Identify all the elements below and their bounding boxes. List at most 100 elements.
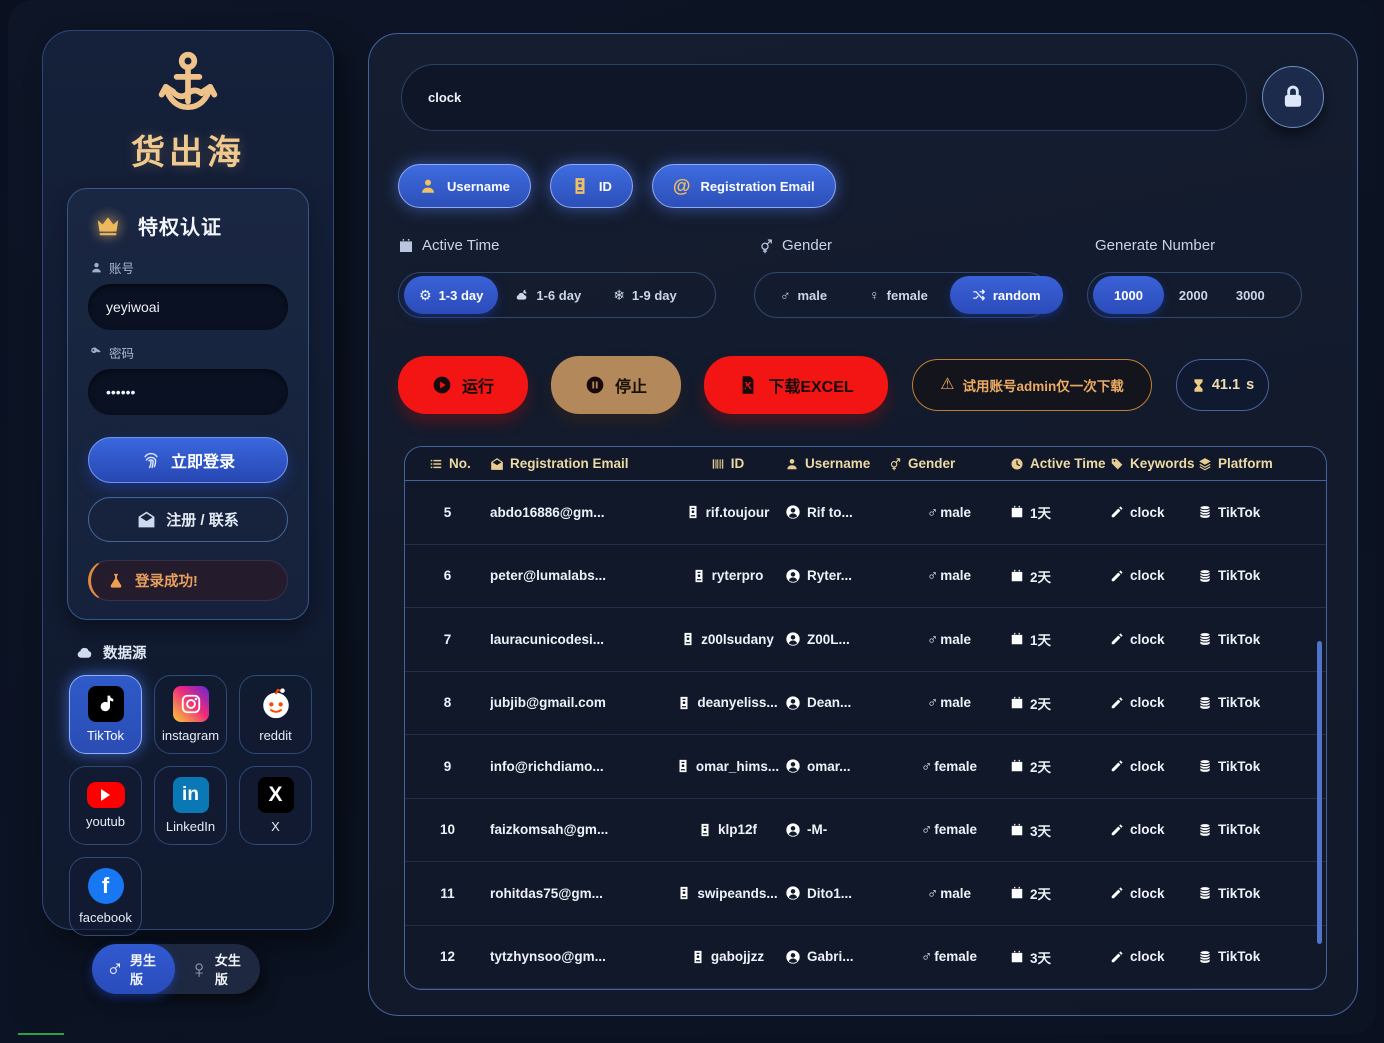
table-row[interactable]: 9 info@richdiamo... omar_hims... omar...… <box>405 735 1326 799</box>
id-badge-icon <box>698 823 712 837</box>
id-badge-icon <box>681 632 695 646</box>
user-icon <box>90 261 103 274</box>
datasource-facebook[interactable]: f facebook <box>69 857 142 936</box>
male-icon: ♂ <box>926 568 939 584</box>
option-female[interactable]: ♀ female <box>869 287 928 303</box>
database-icon <box>1198 569 1212 583</box>
datasource-youtube[interactable]: youtub <box>69 766 142 845</box>
calendar-icon <box>1010 823 1024 837</box>
pause-icon <box>585 375 605 395</box>
pencil-icon <box>1110 759 1124 773</box>
option-1-9-day[interactable]: ❄ 1-9 day <box>613 286 677 303</box>
table-row[interactable]: 10 faizkomsah@gm... klp12f -M- ♂ female 3… <box>405 799 1326 862</box>
pencil-icon <box>1110 950 1124 964</box>
user-avatar-icon <box>785 949 801 965</box>
lock-button[interactable] <box>1262 66 1324 128</box>
account-input[interactable] <box>88 284 288 330</box>
login-status-badge: 登录成功! <box>88 560 288 601</box>
login-button[interactable]: 立即登录 <box>88 437 288 483</box>
tiktok-icon <box>87 686 124 722</box>
option-2000[interactable]: 2000 <box>1178 287 1208 303</box>
option-random[interactable]: random <box>949 276 1063 314</box>
version-toggle: ♂ 男生版 ♀ 女生版 <box>92 944 260 994</box>
app-frame: 货出海 特权认证 账号 密码 立即登录 注册 / 联系 <box>8 0 1376 1035</box>
sidebar: 货出海 特权认证 账号 密码 立即登录 注册 / 联系 <box>42 30 334 936</box>
male-icon: ♂ <box>926 885 939 901</box>
id-badge-icon <box>571 177 589 195</box>
generate-number-label: Generate Number <box>1095 237 1216 254</box>
pencil-icon <box>1110 505 1124 519</box>
filter-username-button[interactable]: Username <box>398 164 531 208</box>
password-input[interactable] <box>88 369 288 415</box>
run-button[interactable]: 运行 <box>398 356 528 414</box>
x-icon: X <box>257 777 294 813</box>
calendar-icon <box>1010 569 1024 583</box>
results-table: No. Registration Email ID Username Gende… <box>404 446 1327 990</box>
table-row[interactable]: 7 lauracunicodesi... z00lsudany Z00L... … <box>405 608 1326 672</box>
filter-registration-email-button[interactable]: @ Registration Email <box>651 164 836 208</box>
table-row[interactable]: 12 tytzhynsoo@gm... gabojjzz Gabri... ♂ f… <box>405 926 1326 989</box>
female-icon: ♀ <box>869 287 880 303</box>
barcode-icon <box>711 457 725 471</box>
datasource-grid: TikTok instagram reddit youtub in Linked… <box>69 675 333 936</box>
user-avatar-icon <box>785 885 801 901</box>
cloud-moon-icon <box>515 288 529 302</box>
database-icon <box>1198 696 1212 710</box>
datasource-tiktok[interactable]: TikTok <box>69 675 142 754</box>
id-badge-icon <box>676 759 690 773</box>
keyword-search-input[interactable] <box>401 64 1247 131</box>
datasource-label: 数据源 <box>75 642 333 663</box>
calendar-icon <box>1010 759 1024 773</box>
table-row[interactable]: 11 rohitdas75@gm... swipeands... Dito1..… <box>405 862 1326 926</box>
table-row[interactable]: 6 peter@lumalabs... ryterpro Ryter... ♂ m… <box>405 545 1326 608</box>
datasource-x[interactable]: X X <box>239 766 312 845</box>
app-logo: 货出海 <box>43 31 333 174</box>
user-avatar-icon <box>785 695 801 711</box>
register-contact-button[interactable]: 注册 / 联系 <box>88 497 288 542</box>
envelope-icon <box>490 457 504 471</box>
tag-icon <box>1110 457 1124 471</box>
timer-badge: 41.1 s <box>1176 359 1269 411</box>
trial-notice: ⚠ 试用账号admin仅一次下载 <box>912 359 1152 411</box>
id-badge-icon <box>677 696 691 710</box>
option-1-6-day[interactable]: 1-6 day <box>500 276 596 314</box>
pencil-icon <box>1110 632 1124 646</box>
male-icon: ♂ <box>920 822 933 838</box>
gender-options: ♂ male ♀ female random <box>754 272 1063 318</box>
stop-button[interactable]: 停止 <box>551 356 681 414</box>
taskbar-sliver <box>18 1033 64 1035</box>
datasource-instagram[interactable]: instagram <box>154 675 227 754</box>
user-avatar-icon <box>785 631 801 647</box>
filter-id-button[interactable]: ID <box>549 164 633 208</box>
fingerprint-icon <box>141 450 161 470</box>
table-row[interactable]: 8 jubjib@gmail.com deanyeliss... Dean...… <box>405 672 1326 735</box>
user-avatar-icon <box>785 758 801 774</box>
account-label: 账号 <box>90 258 288 277</box>
excel-file-icon <box>738 375 758 395</box>
cloud-icon <box>75 645 94 660</box>
youtube-icon <box>86 782 125 808</box>
male-version-button[interactable]: ♂ 男生版 <box>92 944 176 994</box>
option-1000[interactable]: 1000 <box>1093 276 1164 314</box>
hourglass-icon <box>1191 378 1206 393</box>
active-time-label: Active Time <box>398 237 500 254</box>
gender-icon <box>758 238 774 254</box>
option-male[interactable]: ♂ male <box>780 287 828 303</box>
gear-icon: ⚙ <box>419 286 432 303</box>
download-excel-button[interactable]: 下载EXCEL <box>704 356 888 414</box>
table-row[interactable]: 5 abdo16886@gm... rif.toujour Rif to... … <box>405 481 1326 545</box>
datasource-reddit[interactable]: reddit <box>239 675 312 754</box>
gender-icon <box>888 457 902 471</box>
database-icon <box>1198 505 1212 519</box>
male-icon: ♂ <box>106 955 124 982</box>
female-version-button[interactable]: ♀ 女生版 <box>189 953 241 987</box>
calendar-icon <box>1010 632 1024 646</box>
pencil-icon <box>1110 886 1124 900</box>
datasource-linkedin[interactable]: in LinkedIn <box>154 766 227 845</box>
option-3000[interactable]: 3000 <box>1235 287 1265 303</box>
male-icon: ♂ <box>926 695 939 711</box>
filter-buttons: Username ID @ Registration Email <box>398 164 836 208</box>
table-scrollbar[interactable] <box>1317 641 1322 944</box>
password-label: 密码 <box>90 343 288 362</box>
option-1-3-day[interactable]: ⚙ 1-3 day <box>404 276 499 314</box>
